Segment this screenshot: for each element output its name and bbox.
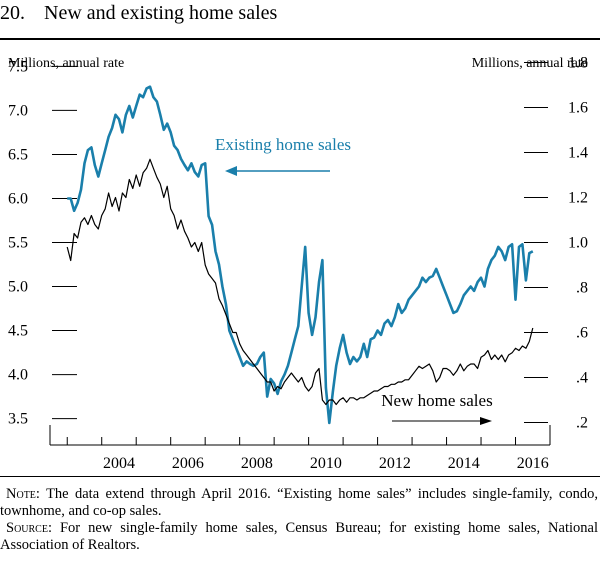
right-tick-label: 1.4 xyxy=(568,145,588,162)
notes: Note: The data extend through April 2016… xyxy=(0,486,598,554)
source-text: For new single-family home sales, Census… xyxy=(0,520,598,553)
x-tick-label: 2008 xyxy=(241,455,273,470)
x-tick-label: 2014 xyxy=(448,455,480,470)
right-tick-label: 1.2 xyxy=(568,190,588,207)
new-home-sales-line xyxy=(66,158,534,406)
figure-title: 20. New and existing home sales xyxy=(0,2,277,25)
left-tick-label: 4.0 xyxy=(8,367,28,384)
existing-series-label: Existing home sales xyxy=(215,135,351,154)
existing-home-sales-line xyxy=(67,85,534,425)
figure-number: 20. xyxy=(0,2,25,24)
bottom-rule xyxy=(0,476,600,477)
source-label: Source: xyxy=(6,520,52,536)
figure-title-text: New and existing home sales xyxy=(44,2,278,24)
new-series-label: New home sales xyxy=(381,391,492,410)
left-tick-label: 5.0 xyxy=(8,279,28,296)
left-tick-label: 7.5 xyxy=(8,58,28,75)
right-tick-label: 1.8 xyxy=(568,55,588,72)
right-tick-label: .2 xyxy=(576,415,588,432)
right-tick-label: .4 xyxy=(576,370,588,387)
note-label: Note: xyxy=(6,486,40,502)
right-tick-label: .8 xyxy=(576,280,588,297)
left-tick-label: 7.0 xyxy=(8,102,28,119)
source-paragraph: Source: For new single-family home sales… xyxy=(0,520,598,554)
new-arrow-head xyxy=(480,417,492,425)
right-tick-label: .6 xyxy=(576,325,588,342)
right-axis-label: Millions, annual rate xyxy=(472,56,588,71)
x-tick-label: 2012 xyxy=(379,455,411,470)
note-text: The data extend through April 2016. “Exi… xyxy=(0,486,598,519)
chart: Millions, annual rate7.57.06.56.05.55.04… xyxy=(8,55,588,471)
left-tick-label: 4.5 xyxy=(8,323,28,340)
x-tick-label: 2016 xyxy=(517,455,549,470)
left-axis-label: Millions, annual rate xyxy=(8,56,124,71)
left-tick-label: 5.5 xyxy=(8,235,28,252)
x-tick-label: 2006 xyxy=(172,455,204,470)
right-tick-label: 1.0 xyxy=(568,235,588,252)
left-tick-label: 3.5 xyxy=(8,411,28,428)
existing-arrow-head xyxy=(225,166,237,176)
x-tick-label: 2010 xyxy=(310,455,342,470)
left-tick-label: 6.5 xyxy=(8,146,28,163)
top-rule xyxy=(0,38,600,40)
right-tick-label: 1.6 xyxy=(568,100,588,117)
note-paragraph: Note: The data extend through April 2016… xyxy=(0,486,598,520)
x-tick-label: 2004 xyxy=(103,455,135,470)
left-tick-label: 6.0 xyxy=(8,190,28,207)
